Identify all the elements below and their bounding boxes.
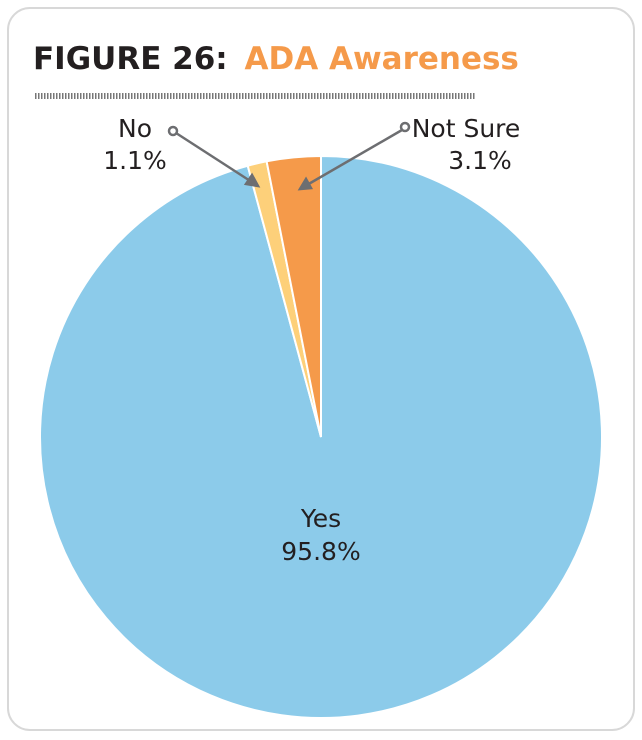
chart-title: FIGURE 26: ADA Awareness <box>33 41 519 77</box>
leader-line <box>175 131 259 188</box>
value-label: 3.1% <box>448 146 512 175</box>
value-label: 1.1% <box>103 146 167 175</box>
category-label: Not Sure <box>412 114 521 143</box>
value-label: 95.8% <box>281 537 360 566</box>
leader-dot <box>167 125 179 137</box>
pie <box>39 154 603 719</box>
title-text: ADA Awareness <box>245 41 519 77</box>
category-label: Yes <box>300 504 341 533</box>
arrow-head <box>243 172 261 188</box>
figure-label: FIGURE 26: <box>33 41 228 77</box>
category-label: No <box>118 114 152 143</box>
leader-dot <box>399 121 411 133</box>
pie-slice <box>265 154 322 438</box>
leader-lines <box>167 121 411 191</box>
arrow-head <box>297 176 314 191</box>
leader-line <box>299 128 403 191</box>
labels: Yes 95.8% No 1.1% Not Sure 3.1% <box>103 114 520 566</box>
